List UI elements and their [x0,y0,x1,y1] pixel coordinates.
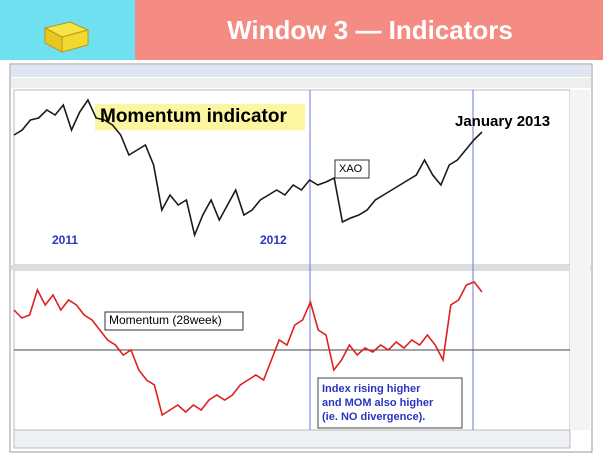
annotation: January 2013 [455,113,550,130]
slide-title: Window 3 — Indicators [227,15,513,45]
annotation: Momentum (28week) [109,313,222,327]
box-icon [43,21,90,53]
annotation: 2012 [260,233,287,247]
data-line [13,98,483,238]
annotation: 2011 [52,233,78,247]
x-axis [13,429,571,449]
header-right [135,0,603,60]
panel-divider [11,265,591,270]
data-line [13,281,483,417]
annotation: Momentum indicator [100,106,287,127]
annotation-box [317,377,463,429]
window-titlebar [11,65,591,77]
annotation: XAO [339,163,363,175]
y-axis [570,90,590,430]
annotation: and MOM also higher [322,397,434,409]
annotation: Index rising higher [322,383,421,395]
annotation-box [104,311,244,331]
annotation: (ie. NO divergence). [322,411,425,423]
toolbar [11,78,591,88]
annotation-box [334,159,370,179]
annotation-box [95,104,305,130]
